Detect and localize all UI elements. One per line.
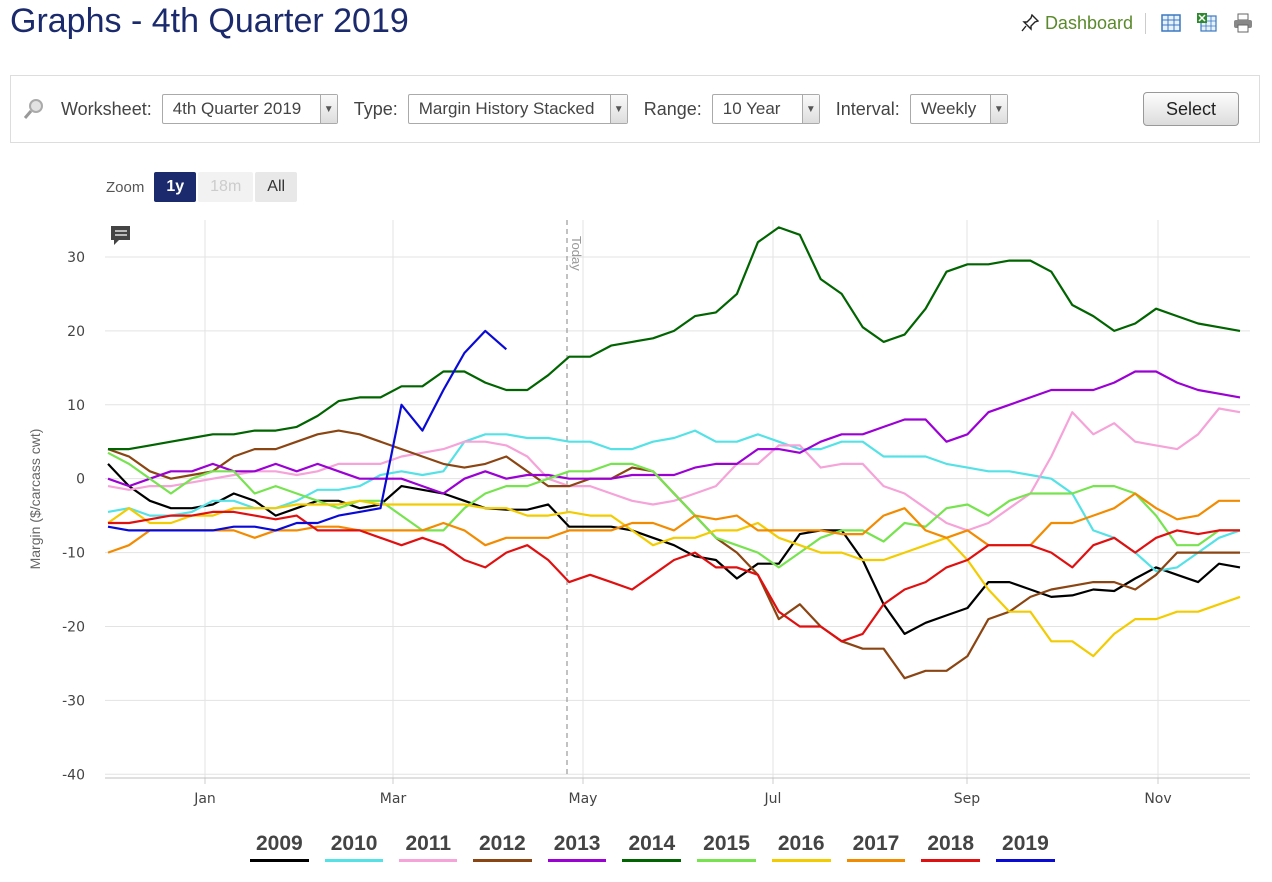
series-line-2017 [107,492,1240,554]
x-tick-label: Sep [954,791,981,807]
legend-item-2009[interactable]: 2009 [250,832,309,862]
chevron-down-icon: ▼ [319,95,337,123]
select-button[interactable]: Select [1143,92,1239,126]
y-axis-label: Margin ($/carcass cwt) [27,429,43,570]
table-view-icon[interactable] [1160,12,1182,34]
x-tick-label: May [569,791,598,807]
x-tick-label: Jul [764,791,782,807]
excel-export-icon[interactable] [1196,12,1218,34]
series-line-2014 [108,226,1241,451]
chevron-down-icon: ▼ [801,95,819,123]
search-icon [23,99,43,119]
legend-item-2016[interactable]: 2016 [771,832,831,862]
type-label: Type: [353,98,398,119]
legend-item-2015[interactable]: 2015 [697,832,756,862]
x-tick-label: Jan [193,791,216,807]
legend-item-2010[interactable]: 2010 [324,832,384,862]
series-line-2016 [107,499,1241,658]
legend-item-2011[interactable]: 2011 [399,832,457,862]
y-tick-label: 10 [67,398,85,414]
y-tick-label: 0 [76,472,85,488]
y-tick-label: 30 [67,250,85,266]
chart-legend: 2009 2010 2011 2012 2013 2014 2015 2016 2017 2018… [250,832,1055,862]
y-tick-label: -30 [62,693,85,709]
legend-item-2017[interactable]: 2017 [846,832,906,862]
comment-icon[interactable] [111,226,130,245]
dashboard-link[interactable]: Dashboard [1021,12,1146,34]
legend-item-2014[interactable]: 2014 [622,832,682,862]
worksheet-toolbar: Worksheet: 4th Quarter 2019 ▼ Type: Marg… [10,75,1260,143]
x-tick-label: Mar [380,791,407,807]
interval-label: Interval: [835,98,900,119]
x-tick-label: Nov [1144,791,1171,807]
page-title: Graphs - 4th Quarter 2019 [10,2,409,40]
worksheet-value: 4th Quarter 2019 [172,99,302,118]
range-select[interactable]: 10 Year ▼ [711,94,820,124]
series-line-2009 [107,463,1241,635]
series-line-2010 [107,429,1241,573]
worksheet-select[interactable]: 4th Quarter 2019 ▼ [161,94,338,124]
top-links: Dashboard [1021,12,1254,34]
series-line-2011 [107,407,1241,532]
type-select[interactable]: Margin History Stacked ▼ [407,94,628,124]
zoom-18m-button[interactable]: 18m [198,172,254,202]
interval-value: Weekly [920,99,977,118]
y-tick-label: -40 [62,767,85,783]
legend-item-2019[interactable]: 2019 [996,832,1055,862]
zoom-1y-button[interactable]: 1y [154,172,197,202]
zoom-all-button[interactable]: All [255,172,298,202]
zoom-label: Zoom [106,178,145,196]
zoom-controls: Zoom 1y 18m All [106,172,298,202]
series-line-2013 [107,370,1241,495]
range-value: 10 Year [722,99,781,118]
legend-item-2018[interactable]: 2018 [921,832,981,862]
y-tick-label: 20 [67,324,85,340]
worksheet-label: Worksheet: [61,98,152,119]
series-line-2019 [107,329,508,532]
range-label: Range: [643,98,702,119]
chevron-down-icon: ▼ [989,95,1007,123]
dashboard-label: Dashboard [1044,12,1133,33]
pin-icon [1021,14,1039,32]
series-line-2015 [107,451,1240,569]
interval-select[interactable]: Weekly ▼ [909,94,1008,124]
chevron-down-icon: ▼ [609,95,627,123]
type-value: Margin History Stacked [418,99,595,118]
series-line-2018 [108,510,1240,643]
legend-item-2013[interactable]: 2013 [547,832,607,862]
print-icon[interactable] [1232,12,1254,34]
today-label: Today [569,236,584,271]
y-tick-label: -10 [62,546,85,562]
y-tick-label: -20 [62,619,85,635]
legend-item-2012[interactable]: 2012 [473,832,532,862]
